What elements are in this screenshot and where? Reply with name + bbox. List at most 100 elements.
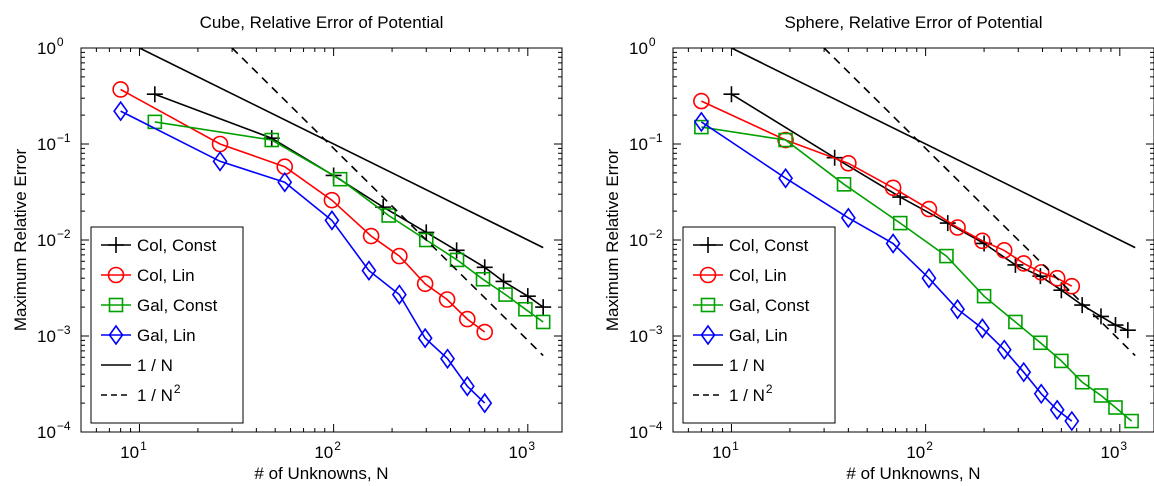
y-tick-exponent: −1 — [649, 131, 663, 145]
data-point-gal-const — [1108, 400, 1123, 415]
data-point-col-const — [1007, 256, 1024, 273]
data-point-col-lin — [920, 200, 938, 218]
legend-label-text: Col, Lin — [137, 266, 195, 285]
x-axis-label: # of Unknowns, N — [846, 464, 980, 483]
data-point-col-lin — [323, 191, 341, 209]
x-tick-label: 102 — [314, 439, 341, 462]
legend-label: 1 / N2 — [729, 382, 773, 405]
x-tick-base: 10 — [712, 443, 731, 462]
data-point-gal-lin — [391, 284, 407, 305]
y-tick-label: 10−4 — [629, 419, 663, 442]
legend-label-text: Gal, Const — [729, 296, 810, 315]
x-tick-base: 10 — [906, 443, 925, 462]
legend-marker — [699, 266, 717, 284]
data-point-gal-lin — [921, 267, 937, 289]
data-point-gal-lin — [361, 260, 377, 281]
y-tick-label: 100 — [37, 35, 64, 58]
data-point-gal-lin — [1033, 383, 1049, 405]
legend-label: 1 / N2 — [137, 382, 181, 405]
y-tick-label: 10−2 — [629, 227, 663, 250]
legend-label: Col, Lin — [137, 266, 195, 285]
legend-label-text: Col, Const — [729, 236, 809, 255]
y-tick-exponent: −4 — [649, 419, 663, 433]
data-point-col-lin — [777, 131, 794, 149]
legend-label-text: 1 / N — [729, 386, 765, 405]
series-line-gal-const — [154, 121, 544, 323]
data-point-gal-lin — [417, 327, 433, 349]
data-point-col-lin — [438, 291, 456, 308]
cube-panel: Cube, Relative Error of Potential # of Un… — [11, 13, 563, 483]
data-point-gal-const — [1093, 388, 1109, 403]
legend-label-text: Col, Const — [137, 236, 217, 255]
chart-title: Cube, Relative Error of Potential — [200, 13, 444, 32]
data-point-gal-lin — [885, 233, 901, 254]
y-tick-base: 10 — [37, 327, 56, 346]
legend-label: Gal, Lin — [137, 326, 196, 345]
legend-label-text: Gal, Const — [137, 296, 218, 315]
data-point-col-const — [535, 299, 552, 316]
y-tick-base: 10 — [629, 135, 648, 154]
y-tick-base: 10 — [629, 39, 648, 58]
data-point-gal-lin — [477, 392, 493, 414]
series-line-gal-lin — [700, 121, 1073, 422]
y-tick-label: 10−1 — [37, 131, 71, 154]
x-tick-base: 10 — [509, 443, 528, 462]
data-point-gal-const — [778, 132, 793, 148]
legend-label-superscript: 2 — [766, 382, 773, 396]
data-point-gal-const — [892, 215, 908, 231]
y-tick-label: 10−1 — [629, 131, 663, 154]
x-tick-base: 10 — [1101, 443, 1120, 462]
data-point-gal-lin — [1064, 410, 1080, 432]
data-point-gal-const — [418, 232, 434, 248]
data-point-col-const — [519, 288, 536, 305]
data-point-col-lin — [1048, 269, 1066, 287]
series-line-1-n — [139, 48, 544, 249]
data-point-gal-const — [1074, 374, 1090, 390]
data-point-col-const — [723, 86, 740, 103]
legend-marker — [107, 266, 125, 284]
data-point-gal-const — [1124, 413, 1139, 429]
data-point-gal-lin — [950, 298, 966, 320]
y-tick-base: 10 — [629, 231, 648, 250]
chart-title: Sphere, Relative Error of Potential — [785, 13, 1043, 32]
y-tick-base: 10 — [629, 423, 648, 442]
y-tick-base: 10 — [37, 231, 56, 250]
data-point-col-lin — [112, 81, 129, 98]
series-line-1-n — [231, 48, 544, 357]
x-tick-base: 10 — [314, 443, 333, 462]
y-tick-base: 10 — [37, 39, 56, 58]
data-point-gal-const — [1008, 314, 1023, 330]
legend-label: 1 / N — [729, 356, 765, 375]
data-point-col-const — [448, 242, 465, 259]
data-point-gal-const — [1054, 353, 1069, 369]
legend-label-text: 1 / N — [729, 356, 765, 375]
legend-marker — [108, 297, 124, 313]
legend-label-text: 1 / N — [137, 356, 173, 375]
data-point-col-lin — [476, 323, 494, 341]
series-line-gal-lin — [120, 110, 486, 404]
y-axis-label: Maximum Relative Error — [11, 149, 30, 332]
y-tick-exponent: 0 — [57, 35, 64, 49]
sphere-panel: Sphere, Relative Error of Potential # of … — [603, 13, 1154, 483]
data-point-col-lin — [995, 242, 1013, 259]
legend-label: Gal, Const — [137, 296, 218, 315]
data-point-gal-lin — [693, 111, 709, 133]
legend-marker — [108, 324, 124, 346]
y-tick-label: 10−2 — [37, 227, 71, 250]
y-tick-exponent: −3 — [57, 323, 71, 337]
legend-label: Col, Const — [137, 236, 217, 255]
data-point-gal-const — [475, 271, 491, 287]
data-point-col-lin — [974, 232, 991, 250]
data-point-gal-lin — [778, 167, 794, 189]
data-point-gal-const — [264, 132, 280, 148]
legend-label: Gal, Const — [729, 296, 810, 315]
x-tick-label: 101 — [120, 439, 147, 462]
x-axis-label: # of Unknowns, N — [254, 464, 388, 483]
plot-area — [112, 48, 552, 414]
x-tick-label: 103 — [509, 439, 536, 462]
x-tick-exponent: 3 — [1120, 439, 1127, 453]
y-tick-exponent: −2 — [649, 227, 663, 241]
x-tick-exponent: 3 — [528, 439, 535, 453]
legend-label-text: 1 / N — [137, 386, 173, 405]
